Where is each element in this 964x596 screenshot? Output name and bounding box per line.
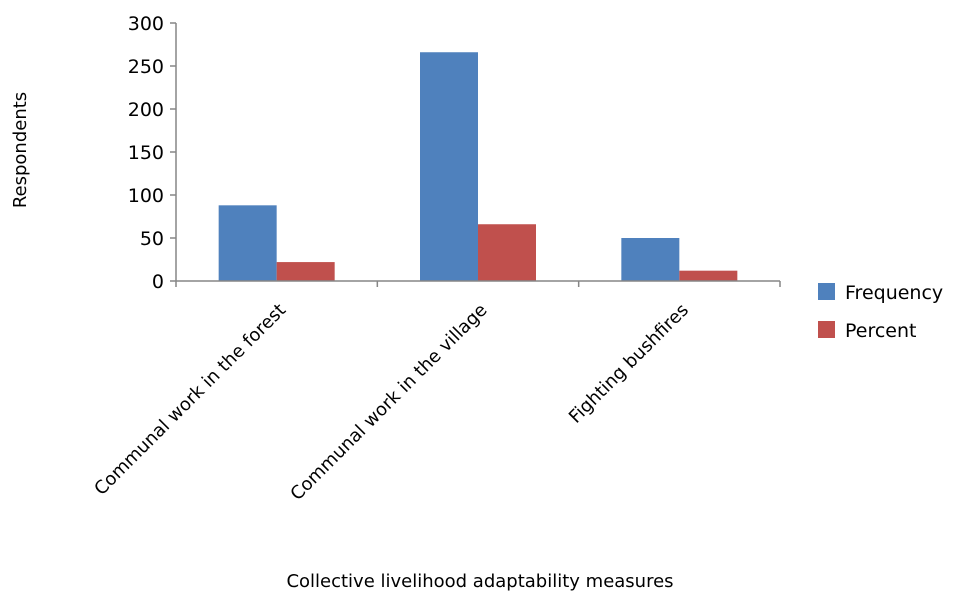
y-tick-label: 200 <box>128 99 164 121</box>
legend-label-percent: Percent <box>845 320 917 342</box>
y-tick-label: 250 <box>128 56 164 78</box>
legend-swatch-frequency <box>818 283 835 300</box>
legend-swatch-percent <box>818 321 835 338</box>
y-tick-label: 100 <box>128 185 164 207</box>
y-tick-label: 0 <box>152 271 164 293</box>
legend-label-frequency: Frequency <box>845 282 943 304</box>
bar-frequency-1 <box>218 205 277 281</box>
x-category-label: Fighting bushfires <box>565 300 693 428</box>
y-tick-label: 300 <box>128 13 164 35</box>
bar-percent-1 <box>276 262 335 281</box>
y-axis-ticks: 0 50 100 150 200 250 300 <box>128 13 176 293</box>
bar-frequency-2 <box>420 52 478 281</box>
bar-frequency-3 <box>621 238 680 281</box>
bar-percent-3 <box>679 270 738 281</box>
x-axis-title: Collective livelihood adaptability measu… <box>286 571 673 592</box>
y-tick-label: 50 <box>140 228 164 250</box>
y-axis-title: Respondents <box>10 92 31 208</box>
bar-percent-2 <box>478 224 536 281</box>
x-category-label: Communal work in the village <box>286 300 491 505</box>
bars <box>218 52 738 281</box>
y-tick-label: 150 <box>128 142 164 164</box>
x-category-label: Communal work in the forest <box>90 300 290 500</box>
legend: Frequency Percent <box>818 282 943 342</box>
